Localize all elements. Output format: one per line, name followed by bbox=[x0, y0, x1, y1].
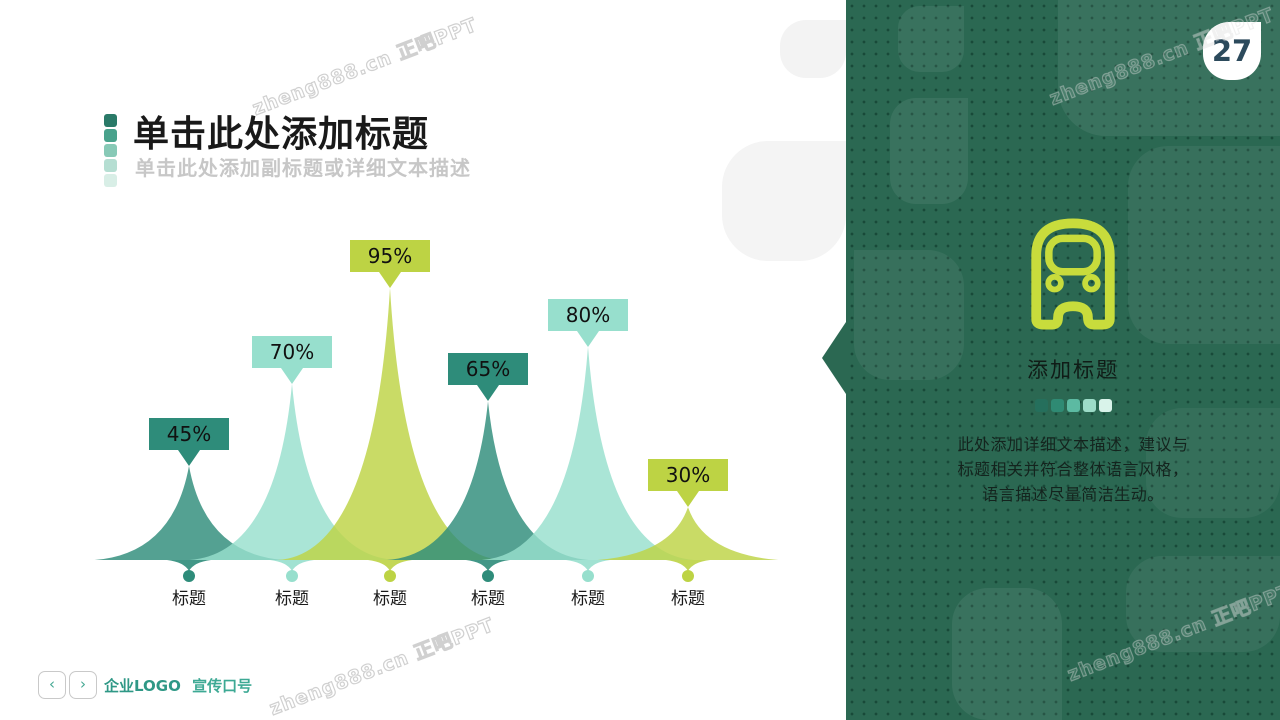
accent-square bbox=[1066, 399, 1080, 412]
side-panel: 27 添加标题 此处添加详细文本描述，建议与 标题相关并符合整体语言风格， 语言… bbox=[822, 0, 1280, 720]
accent-square bbox=[1098, 399, 1112, 412]
accent-square bbox=[104, 174, 117, 187]
accent-square bbox=[104, 114, 117, 127]
peak-dot bbox=[286, 570, 298, 582]
leaf-shape bbox=[890, 98, 968, 204]
chart-peak bbox=[597, 507, 779, 560]
accent-square bbox=[104, 159, 117, 172]
company-logo-line: 企业LOGO 宣传口号 bbox=[104, 675, 252, 696]
peak-dot bbox=[682, 570, 694, 582]
title-accent-squares bbox=[104, 114, 117, 189]
leaf-shape bbox=[952, 588, 1062, 720]
accent-square bbox=[104, 144, 117, 157]
peak-bottom-tip bbox=[466, 560, 510, 571]
page-title: 单击此处添加标题 bbox=[133, 114, 430, 155]
accent-square bbox=[104, 129, 117, 142]
peak-bottom-tip bbox=[270, 560, 314, 571]
leaf-shape bbox=[898, 6, 964, 72]
company-slogan-text: 宣传口号 bbox=[192, 677, 253, 695]
panel-content: 添加标题 此处添加详细文本描述，建议与 标题相关并符合整体语言风格， 语言描述尽… bbox=[918, 216, 1228, 507]
panel-body-text: 此处添加详细文本描述，建议与 标题相关并符合整体语言风格， 语言描述尽量简洁生动… bbox=[918, 432, 1228, 507]
next-slide-button[interactable]: › bbox=[69, 671, 97, 699]
page-subtitle: 单击此处添加副标题或详细文本描述 bbox=[135, 156, 471, 180]
peak-bottom-tip bbox=[566, 560, 610, 571]
leaf-shape bbox=[1146, 408, 1280, 518]
panel-body-line: 标题相关并符合整体语言风格， bbox=[957, 460, 1189, 479]
panel-body-line: 此处添加详细文本描述，建议与 bbox=[957, 435, 1189, 454]
company-logo-text: 企业LOGO bbox=[104, 677, 181, 695]
leaf-shape bbox=[1128, 146, 1280, 344]
panel-arrow-notch bbox=[822, 322, 846, 394]
peak-dot bbox=[582, 570, 594, 582]
peak-dot bbox=[384, 570, 396, 582]
chart-canvas bbox=[94, 288, 779, 582]
leaf-shape bbox=[780, 20, 846, 78]
panel-body-line: 语言描述尽量简洁生动。 bbox=[982, 485, 1164, 504]
peak-bottom-tip bbox=[368, 560, 412, 571]
chart-peak bbox=[481, 346, 695, 560]
peak-dot bbox=[482, 570, 494, 582]
chart-peak bbox=[277, 288, 503, 560]
leaf-shape bbox=[1126, 556, 1280, 652]
prev-slide-button[interactable]: ‹ bbox=[38, 671, 66, 699]
chart-peak bbox=[189, 383, 395, 560]
panel-title: 添加标题 bbox=[1027, 358, 1119, 382]
accent-square bbox=[1082, 399, 1096, 412]
leaf-shape bbox=[854, 250, 964, 380]
accent-square bbox=[1034, 399, 1048, 412]
accent-square bbox=[1050, 399, 1064, 412]
leaf-shape bbox=[722, 141, 846, 261]
peak-dot bbox=[183, 570, 195, 582]
peak-bottom-tip bbox=[167, 560, 211, 571]
chart-peak bbox=[94, 465, 284, 560]
peak-bottom-tip bbox=[666, 560, 710, 571]
page-number-badge: 27 bbox=[1203, 22, 1261, 80]
bus-icon bbox=[1031, 218, 1115, 330]
chart-peak bbox=[387, 401, 589, 560]
panel-accent-squares bbox=[918, 399, 1228, 412]
